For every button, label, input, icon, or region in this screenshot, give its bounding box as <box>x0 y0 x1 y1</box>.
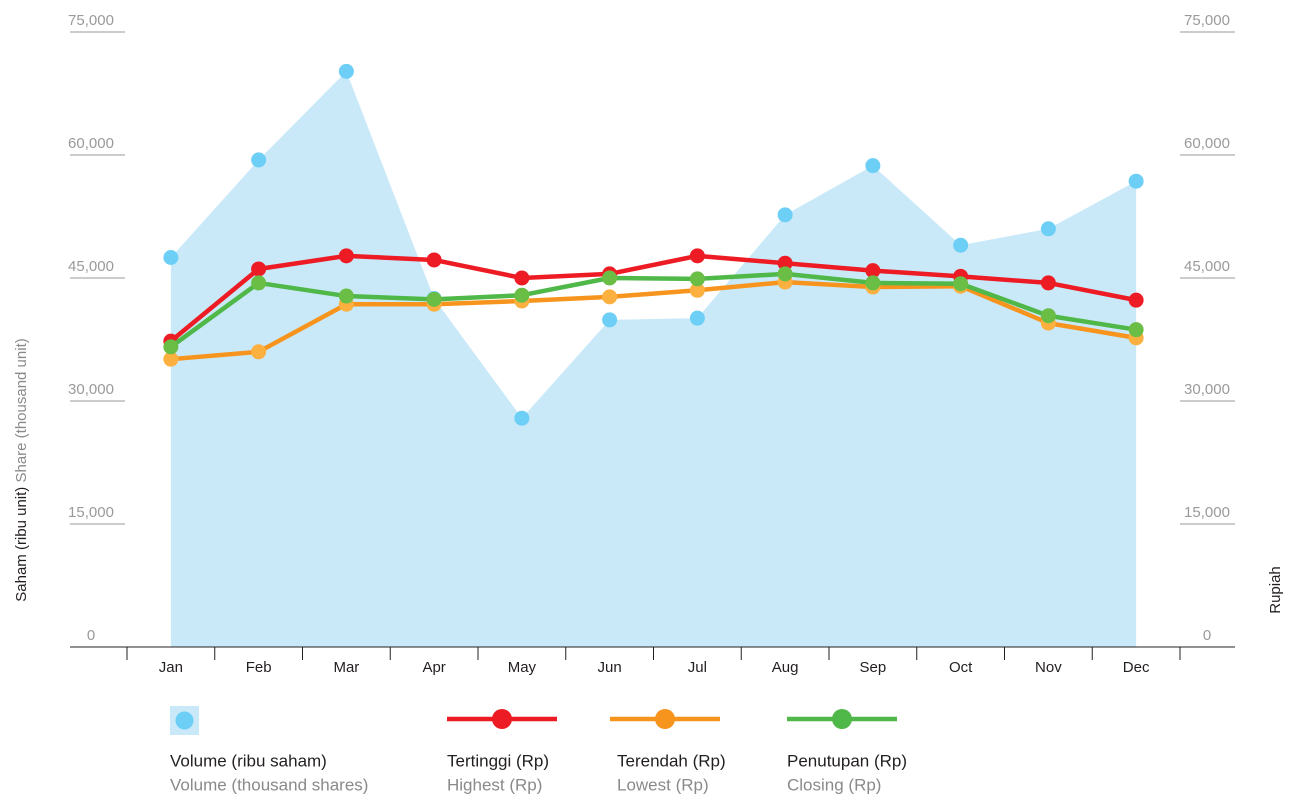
price-marker <box>865 263 881 279</box>
price-line <box>169 271 1137 349</box>
price-marker <box>338 288 354 304</box>
price-marker <box>251 275 267 291</box>
legend-marker <box>832 709 852 729</box>
x-tick-label: Jun <box>598 659 622 676</box>
price-marker <box>514 270 530 286</box>
legend-sublabel: Highest (Rp) <box>447 775 542 794</box>
price-marker <box>689 282 705 298</box>
price-marker <box>1040 308 1056 324</box>
price-marker <box>1040 275 1056 291</box>
legend-label: Tertinggi (Rp) <box>447 751 549 770</box>
price-marker <box>338 248 354 264</box>
x-tick-label: Apr <box>422 659 445 676</box>
volume-marker <box>602 312 618 328</box>
price-marker <box>777 255 793 271</box>
price-marker <box>1128 292 1144 308</box>
legend-marker <box>492 709 512 729</box>
price-marker <box>251 344 267 360</box>
price-line <box>169 253 1137 343</box>
volume-marker <box>1128 173 1144 189</box>
price-marker <box>953 276 969 292</box>
x-tick-label: Jul <box>688 659 707 676</box>
area-layer <box>163 63 1144 648</box>
x-tick-label: Mar <box>333 659 359 676</box>
volume-marker <box>251 152 267 168</box>
x-tick-label: Nov <box>1035 659 1062 676</box>
volume-marker <box>689 310 705 326</box>
x-tick-label: May <box>508 659 537 676</box>
legend-sublabel: Lowest (Rp) <box>617 775 709 794</box>
axis-layer: 0 15,000 30,000 45,000 60,000 75,000 0 15,000 30… <box>68 12 1235 676</box>
legend-sublabel: Closing (Rp) <box>787 775 881 794</box>
price-marker <box>865 275 881 291</box>
price-marker <box>689 248 705 264</box>
y2-tick-label: 75,000 <box>1184 12 1230 29</box>
price-line <box>170 279 1137 362</box>
y2-tick-label: 15,000 <box>1184 504 1230 521</box>
price-marker <box>163 339 179 355</box>
x-tick-label: Dec <box>1123 659 1150 676</box>
volume-marker <box>953 237 969 253</box>
y-axis-title-en: Share (thousand unit) <box>13 338 30 482</box>
price-marker <box>602 289 618 305</box>
y-tick-label: 0 <box>87 627 95 644</box>
legend-label: Penutupan (Rp) <box>787 751 907 770</box>
price-marker <box>251 261 267 277</box>
volume-marker <box>514 410 530 426</box>
x-tick-label: Sep <box>860 659 887 676</box>
price-marker <box>426 252 442 268</box>
y-tick-label: 60,000 <box>68 135 114 152</box>
volume-marker <box>1040 221 1056 237</box>
y2-axis-title: Rupiah <box>1267 566 1284 614</box>
legend-marker <box>655 709 675 729</box>
line-layer <box>163 248 1144 367</box>
price-marker <box>514 287 530 303</box>
x-tick-label: Oct <box>949 659 973 676</box>
x-tick-label: Feb <box>246 659 272 676</box>
legend-sublabel: Volume (thousand shares) <box>170 775 368 794</box>
price-marker <box>1128 322 1144 338</box>
y2-tick-label: 45,000 <box>1184 258 1230 275</box>
y-tick-label: 30,000 <box>68 381 114 398</box>
price-marker <box>689 271 705 287</box>
y2-tick-label: 0 <box>1203 627 1211 644</box>
y2-tick-label: 60,000 <box>1184 135 1230 152</box>
volume-marker <box>338 63 354 79</box>
y-tick-label: 45,000 <box>68 258 114 275</box>
y-tick-label: 15,000 <box>68 504 114 521</box>
price-marker <box>602 270 618 286</box>
price-marker <box>777 266 793 282</box>
volume-marker <box>163 250 179 265</box>
volume-area <box>170 71 1137 648</box>
price-marker <box>426 291 442 307</box>
legend-label: Terendah (Rp) <box>617 751 726 770</box>
legend-label: Volume (ribu saham) <box>170 751 327 770</box>
volume-marker <box>865 158 881 174</box>
volume-marker <box>777 207 793 223</box>
y-axis-title-id: Saham (ribu unit) <box>13 487 30 602</box>
y-tick-label: 75,000 <box>68 12 114 29</box>
x-tick-label: Aug <box>772 659 799 676</box>
legend-marker <box>175 711 194 730</box>
price-marker <box>163 351 179 367</box>
y2-tick-label: 30,000 <box>1184 381 1230 398</box>
x-tick-label: Jan <box>159 659 183 676</box>
y-axis-title: Saham (ribu unit) Share (thousand unit) <box>13 338 30 602</box>
